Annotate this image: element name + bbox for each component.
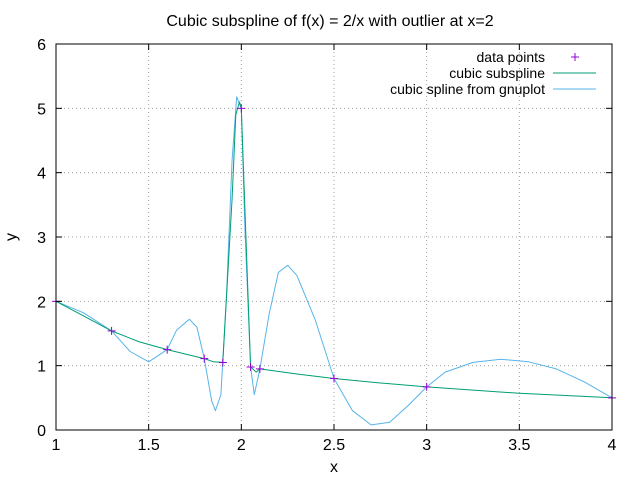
x-tick-label: 4 <box>608 437 617 454</box>
x-tick-label: 1.5 <box>138 437 160 454</box>
grid <box>56 44 612 430</box>
data-point <box>200 354 209 363</box>
y-axis-label: y <box>3 233 20 241</box>
legend-point-sample <box>571 53 579 61</box>
data-point <box>246 362 255 371</box>
x-tick-label: 1 <box>52 437 61 454</box>
x-tick-label: 3.5 <box>508 437 530 454</box>
y-tick-label: 1 <box>37 359 46 376</box>
series-layer <box>52 96 616 426</box>
y-tick-label: 5 <box>37 101 46 118</box>
legend-label: cubic subspline <box>449 65 545 81</box>
series-line-2 <box>55 96 613 426</box>
data-point <box>237 104 246 113</box>
data-point <box>422 382 431 391</box>
chart-title: Cubic subspline of f(x) = 2/x with outli… <box>166 13 493 30</box>
data-point <box>255 364 264 373</box>
x-tick-label: 2 <box>237 437 246 454</box>
legend-label: cubic spline from gnuplot <box>390 81 545 97</box>
x-axis-label: x <box>330 459 338 476</box>
y-tick-label: 2 <box>37 294 46 311</box>
data-point <box>330 374 338 383</box>
x-tick-label: 2.5 <box>323 437 345 454</box>
y-tick-label: 6 <box>37 37 46 54</box>
series-line-1 <box>55 101 613 399</box>
y-tick-label: 4 <box>37 166 46 183</box>
legend-label: data points <box>477 49 546 65</box>
data-point <box>107 326 116 335</box>
data-point <box>163 345 172 354</box>
x-tick-label: 3 <box>422 437 431 454</box>
y-tick-label: 0 <box>37 423 46 440</box>
data-point <box>218 358 227 367</box>
y-tick-label: 3 <box>37 230 46 247</box>
